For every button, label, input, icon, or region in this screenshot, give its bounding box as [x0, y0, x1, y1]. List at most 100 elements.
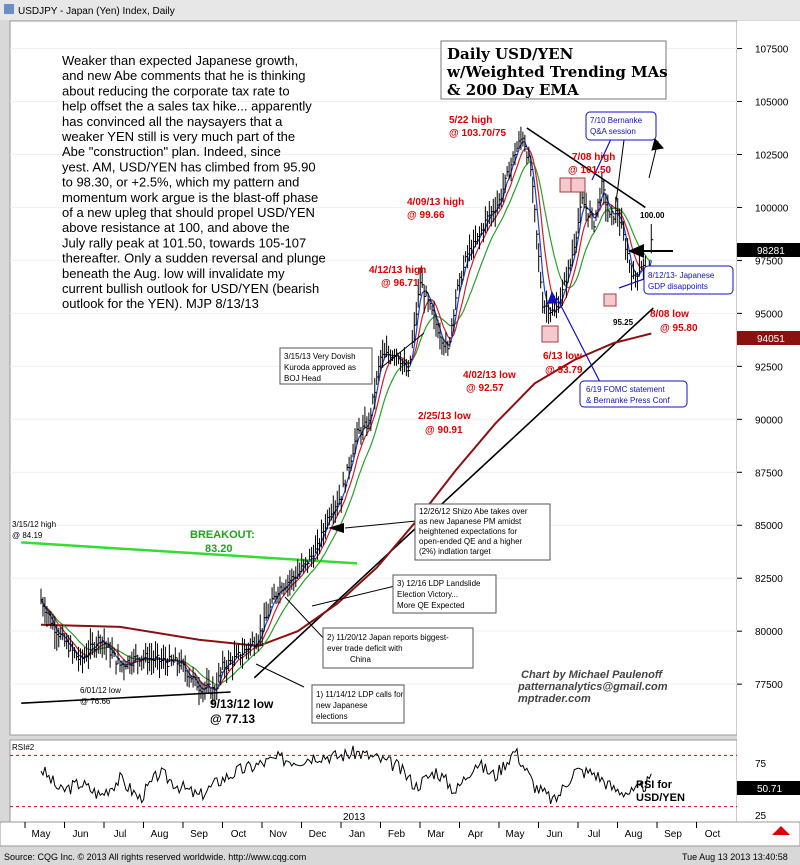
- ann-7-08-line2: @ 101.50: [568, 165, 612, 176]
- rsi-tick-lower: 25: [755, 811, 767, 822]
- ann-8-08-line1: 8/08 low: [650, 309, 689, 320]
- ann-gdp-line2: GDP disappoints: [648, 282, 708, 291]
- ann-8-08-line2: @ 95.80: [660, 323, 698, 334]
- last-price-value: 98281: [757, 246, 785, 257]
- ema-badge-value: 94051: [757, 334, 785, 345]
- pivot-box-7-08: [571, 178, 585, 192]
- ann-ldp-12-16-line3: More QE Expected: [397, 601, 465, 610]
- commentary-line: of a new upleg that should propel USD/YE…: [62, 205, 315, 220]
- commentary-line: to 98.30, or +2.5%, which my pattern and: [62, 175, 299, 190]
- footer-source: Source: CQG Inc. © 2013 All rights reser…: [4, 852, 306, 862]
- ann-ldp-11-14-line2: new Japanese: [316, 701, 368, 710]
- ann-4-12-13-line2: @ 96.71: [381, 278, 419, 289]
- footer-timestamp: Tue Aug 13 2013 13:40:58: [682, 852, 788, 862]
- commentary-line: weaker YEN still is very much part of th…: [61, 129, 295, 144]
- credit-line-2: patternanalytics@gmail.com: [517, 681, 668, 693]
- ann-japan-line1: 2) 11/20/12 Japan reports biggest-: [327, 633, 449, 642]
- ann-ldp-12-16-line1: 3) 12/16 LDP Landslide: [397, 579, 481, 588]
- ann-4-09-13-line2: @ 99.66: [407, 210, 445, 221]
- x-tick-label: May: [506, 829, 525, 840]
- x-tick-label: Jul: [114, 829, 127, 840]
- commentary-line: about reducing the corporate tax rate to: [62, 83, 290, 98]
- ann-ldp-12-16-line2: Election Victory...: [397, 590, 458, 599]
- rsi-header: RSI#2: [12, 743, 35, 752]
- commentary-line: beneath the Aug. low will invalidate my: [62, 266, 285, 281]
- y-tick-label: 97500: [755, 256, 783, 267]
- ann-breakout-line1: BREAKOUT:: [190, 529, 255, 541]
- ann-abe-line5: (2%) indlation target: [419, 547, 491, 556]
- ann-4-02-13-line1: 4/02/13 low: [463, 370, 516, 381]
- credit-line-3: mptrader.com: [518, 693, 591, 705]
- rsi-last-value: 50.71: [757, 784, 782, 795]
- ann-9-13-12-line2: @ 77.13: [210, 712, 255, 726]
- y-tick-label: 77500: [755, 680, 783, 691]
- x-tick-label: Nov: [269, 829, 287, 840]
- ann-6-13-line2: @ 93.79: [545, 365, 583, 376]
- commentary-line: yest. AM, USD/YEN has climbed from 95.90: [62, 159, 316, 174]
- y-tick-label: 82500: [755, 574, 783, 585]
- y-tick-label: 87500: [755, 468, 783, 479]
- commentary-line: current bullish outlook for USD/YEN (bea…: [62, 281, 319, 296]
- rsi-tick-upper: 75: [755, 759, 767, 770]
- x-tick-label: Sep: [190, 829, 208, 840]
- ann-fomc-line2: & Bernanke Press Conf: [586, 396, 670, 405]
- ann-6-01-12-line2: @ 76.66: [80, 697, 111, 706]
- ann-4-02-13-line2: @ 92.57: [466, 383, 504, 394]
- x-tick-label: Aug: [151, 829, 169, 840]
- x-tick-label: Sep: [664, 829, 682, 840]
- rsi-caption-line2: USD/YEN: [636, 792, 685, 804]
- commentary-line: July rally peak at 101.50, towards 105-1…: [62, 235, 306, 250]
- y-tick-label: 107500: [755, 45, 789, 56]
- x-tick-label: Jun: [72, 829, 88, 840]
- commentary-line: Weaker than expected Japanese growth,: [62, 53, 298, 68]
- y-tick-label: 105000: [755, 98, 789, 109]
- ann-level-100: 100.00: [640, 211, 665, 220]
- ann-bernanke-line2: Q&A session: [590, 127, 636, 136]
- x-tick-label: Jun: [546, 829, 562, 840]
- ann-5-22-line2: @ 103.70/75: [449, 128, 506, 139]
- ann-6-13-line1: 6/13 low: [543, 351, 582, 362]
- commentary-line: help offset the a sales tax hike... appa…: [62, 99, 312, 114]
- pivot-box-8-08: [604, 294, 616, 306]
- ann-fomc-line1: 6/19 FOMC statement: [586, 385, 665, 394]
- commentary-line: outlook for the YEN). MJP 8/13/13: [62, 296, 259, 311]
- y-tick-label: 95000: [755, 309, 783, 320]
- x-tick-label: Jul: [588, 829, 601, 840]
- commentary-line: has convinced all the naysayers that a: [62, 114, 283, 129]
- commentary-line: and new Abe comments that he is thinking: [62, 68, 306, 83]
- x-tick-label: Feb: [388, 829, 406, 840]
- ann-kuroda-line3: BOJ Head: [284, 374, 321, 383]
- commentary-line: above resistance at 100, and above the: [62, 220, 290, 235]
- ann-gdp-line1: 8/12/13- Japanese: [648, 271, 715, 280]
- ann-abe-line4: open-ended QE and a higher: [419, 537, 523, 546]
- y-tick-label: 92500: [755, 362, 783, 373]
- ann-level-95-25: 95.25: [613, 318, 634, 327]
- y-tick-label: 80000: [755, 627, 783, 638]
- ann-breakout-line2: 83.20: [205, 543, 233, 555]
- ann-9-13-12-line1: 9/13/12 low: [210, 697, 274, 711]
- ann-bernanke-line1: 7/10 Bernanke: [590, 116, 643, 125]
- ann-japan-line2: ever trade deficit with: [327, 644, 403, 653]
- ann-6-01-12-line1: 6/01/12 low: [80, 686, 121, 695]
- x-tick-label: Jan: [349, 829, 365, 840]
- app-icon: [4, 4, 14, 14]
- y-tick-label: 90000: [755, 415, 783, 426]
- ann-4-09-13-line1: 4/09/13 high: [407, 197, 464, 208]
- x-tick-label: Apr: [468, 829, 484, 840]
- title-line-3: & 200 Day EMA: [447, 81, 579, 99]
- x-tick-label: Oct: [231, 829, 247, 840]
- pivot-box-6-13: [542, 326, 558, 342]
- y-tick-label: 100000: [755, 203, 789, 214]
- rsi-caption-line1: RSI for: [636, 779, 673, 791]
- window-title: USDJPY - Japan (Yen) Index, Daily: [18, 6, 175, 17]
- x-tick-label: Aug: [625, 829, 643, 840]
- x-tick-label: Mar: [427, 829, 445, 840]
- ann-kuroda-line1: 3/15/13 Very Dovish: [284, 352, 356, 361]
- y-tick-label: 102500: [755, 150, 789, 161]
- ann-abe-line2: as new Japanese PM amidst: [419, 517, 522, 526]
- ann-ldp-11-14-line3: elections: [316, 712, 348, 721]
- ann-5-22-line1: 5/22 high: [449, 115, 492, 126]
- ann-2-25-13-line2: @ 90.91: [425, 425, 463, 436]
